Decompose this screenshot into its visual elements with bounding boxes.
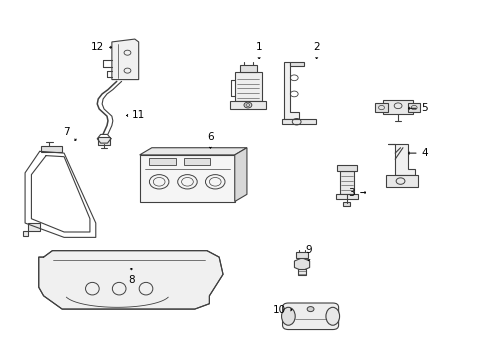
Polygon shape bbox=[385, 175, 417, 187]
Polygon shape bbox=[22, 223, 40, 235]
FancyBboxPatch shape bbox=[282, 303, 338, 329]
Ellipse shape bbox=[281, 307, 295, 325]
Polygon shape bbox=[239, 65, 256, 72]
Text: 10: 10 bbox=[272, 305, 291, 315]
Polygon shape bbox=[407, 103, 419, 112]
Polygon shape bbox=[335, 194, 357, 199]
Circle shape bbox=[306, 307, 313, 312]
Polygon shape bbox=[374, 103, 387, 112]
Bar bbox=[343, 202, 349, 206]
Bar bbox=[183, 158, 210, 165]
Polygon shape bbox=[336, 165, 356, 171]
Circle shape bbox=[245, 104, 249, 107]
Polygon shape bbox=[41, 146, 61, 152]
Text: 9: 9 bbox=[305, 245, 311, 261]
Polygon shape bbox=[140, 148, 246, 155]
Bar bbox=[298, 269, 305, 275]
Polygon shape bbox=[284, 62, 299, 119]
Polygon shape bbox=[39, 251, 223, 309]
Polygon shape bbox=[387, 144, 414, 175]
Polygon shape bbox=[140, 155, 234, 202]
Polygon shape bbox=[294, 258, 309, 271]
Text: 1: 1 bbox=[255, 42, 262, 58]
Text: 12: 12 bbox=[90, 42, 111, 52]
Bar bbox=[98, 137, 110, 145]
Polygon shape bbox=[290, 62, 304, 66]
Polygon shape bbox=[229, 101, 266, 109]
Text: 8: 8 bbox=[128, 269, 134, 285]
Text: 11: 11 bbox=[126, 111, 145, 121]
Text: 4: 4 bbox=[408, 148, 427, 158]
Polygon shape bbox=[234, 148, 246, 202]
Text: 5: 5 bbox=[408, 103, 427, 113]
Polygon shape bbox=[234, 72, 261, 101]
Text: 6: 6 bbox=[206, 132, 213, 148]
Text: 2: 2 bbox=[313, 42, 319, 58]
Bar bbox=[149, 158, 176, 165]
Polygon shape bbox=[282, 119, 316, 125]
Ellipse shape bbox=[325, 307, 339, 325]
Bar bbox=[296, 252, 307, 258]
Polygon shape bbox=[112, 39, 139, 80]
Text: 7: 7 bbox=[63, 127, 76, 140]
Polygon shape bbox=[383, 100, 412, 114]
Text: 3: 3 bbox=[348, 188, 365, 198]
Polygon shape bbox=[339, 171, 353, 194]
